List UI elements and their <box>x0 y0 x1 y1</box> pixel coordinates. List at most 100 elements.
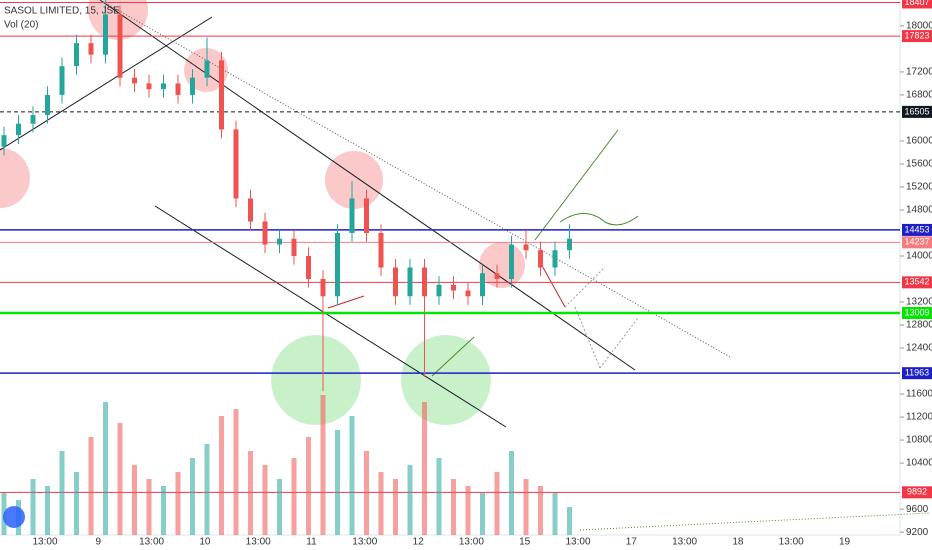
candle-body <box>465 290 471 297</box>
levels <box>0 1 900 493</box>
volume-bar <box>117 423 123 535</box>
y-tick-label: 12400 <box>906 343 932 354</box>
volume-bar <box>393 479 398 535</box>
candle-body <box>509 244 514 280</box>
y-tick-label: 10800 <box>906 435 932 446</box>
arrow <box>599 317 639 369</box>
level-label: 11963 <box>905 368 929 378</box>
volume-bar <box>204 444 210 535</box>
volume-bar <box>552 493 558 535</box>
level-label: 16505 <box>904 106 929 116</box>
volume-bar <box>45 486 50 535</box>
x-tick-label: 13:00 <box>32 537 57 548</box>
x-tick-label: 13:00 <box>779 537 804 548</box>
volume-bar <box>277 479 282 535</box>
x-tick-label: 13:00 <box>459 537 484 548</box>
arrow <box>574 306 601 369</box>
x-tick-label: 13:00 <box>246 537 271 548</box>
volume-bar <box>103 402 108 535</box>
highlight <box>401 335 491 425</box>
candle-body <box>161 83 166 90</box>
volume-label: Vol (20) <box>4 20 38 31</box>
level-label: 9892 <box>907 487 927 497</box>
volume-bar <box>436 458 442 535</box>
candle-body <box>88 43 94 55</box>
volume-bar <box>320 395 326 535</box>
volume-bar <box>248 451 253 535</box>
level-label: 14453 <box>904 224 929 234</box>
y-tick-label: 18000 <box>906 21 932 32</box>
arrow <box>327 295 365 309</box>
level-label-box <box>902 236 932 249</box>
y-tick-label: 16000 <box>906 136 932 147</box>
volume-bar <box>219 416 224 535</box>
arrow <box>431 336 475 377</box>
volume-bar <box>262 465 268 535</box>
volume-bar <box>364 451 369 535</box>
logo[interactable] <box>3 506 25 528</box>
volume-bar <box>30 479 36 535</box>
candle-body <box>523 244 529 251</box>
plot <box>1 0 572 535</box>
volume-bar <box>451 479 456 535</box>
y-tick-label: 15600 <box>906 159 932 170</box>
candle-body <box>378 232 384 268</box>
volume-bar <box>538 486 543 535</box>
level-label-box <box>902 105 932 118</box>
candle-body <box>320 279 326 297</box>
candle-body <box>233 129 239 199</box>
level-label-box <box>902 486 932 499</box>
volume-bar <box>494 472 500 535</box>
volume-bar <box>509 451 514 535</box>
x-tick-label: 18 <box>732 537 744 548</box>
candle-body <box>190 77 195 95</box>
candle-body <box>219 60 224 130</box>
candle-body <box>45 94 50 116</box>
candle-body <box>103 14 108 55</box>
level-label: 13009 <box>904 307 929 317</box>
candle-body <box>306 255 311 280</box>
level-label-box <box>902 0 932 9</box>
level-label: 18407 <box>904 0 929 7</box>
x-tick-label: 19 <box>839 537 851 548</box>
x-tick-label: 13:00 <box>565 537 590 548</box>
level-label-box <box>902 30 932 43</box>
volume-bar <box>161 486 166 535</box>
volume-bar <box>378 472 384 535</box>
y-tick-label: 14000 <box>906 251 932 262</box>
y-tick-label: 12800 <box>906 320 932 331</box>
volume-bar <box>523 479 529 535</box>
candle-body <box>59 66 65 95</box>
y-tick-label: 11600 <box>906 389 932 400</box>
candle-body <box>451 284 456 291</box>
y-tick-label: 14800 <box>906 205 932 216</box>
volume-bar <box>567 507 572 535</box>
x-tick-label: 15 <box>519 537 531 548</box>
level-label: 13542 <box>904 277 929 287</box>
candle-body <box>364 198 369 233</box>
level-label-box <box>902 276 932 289</box>
level-label-box <box>902 367 932 380</box>
candle-body <box>74 43 79 67</box>
volume-bar <box>146 479 152 535</box>
volume-bar <box>306 437 311 535</box>
y-tick-label: 16800 <box>906 90 932 101</box>
trend-line <box>99 0 731 358</box>
volume-bar <box>175 472 181 535</box>
y-tick-label: 15200 <box>906 182 932 193</box>
x-tick-label: 17 <box>626 537 638 548</box>
x-tick-label: 12 <box>413 537 425 548</box>
volume-bar <box>88 437 94 535</box>
candle-body <box>407 267 413 297</box>
arrow <box>564 266 606 308</box>
candle-body <box>436 284 442 297</box>
arrow <box>534 129 619 241</box>
candle-body <box>422 267 427 297</box>
highlight <box>0 148 30 208</box>
x-tick-label: 13:00 <box>139 537 164 548</box>
candle-body <box>204 60 210 78</box>
candle-body <box>538 250 543 268</box>
trend-line <box>99 0 636 371</box>
volume-bar <box>335 430 340 535</box>
